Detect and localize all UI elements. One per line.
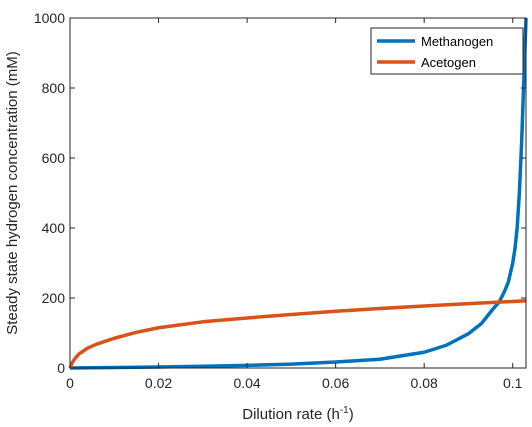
series-layer xyxy=(68,17,528,370)
x-axis-label-superscript: -1 xyxy=(340,405,349,416)
legend-label-methanogen: Methanogen xyxy=(421,34,493,49)
x-tick-label: 0.02 xyxy=(145,375,172,391)
y-tick-label: 0 xyxy=(57,360,65,376)
y-tick-label: 400 xyxy=(42,220,66,236)
y-tick-label: 600 xyxy=(42,150,66,166)
tick-labels: 0 0.02 0.04 0.06 0.08 0.1 0 200 400 600 800 1000 xyxy=(34,10,523,391)
series-line-acetogen xyxy=(68,299,527,369)
x-axis-label-main: Dilution rate (h xyxy=(242,406,340,423)
x-tick-label: 0 xyxy=(66,375,74,391)
y-axis-label: Steady state hydrogen concentration (mM) xyxy=(4,51,21,334)
plot-area xyxy=(70,18,526,368)
x-axis-label-end: ) xyxy=(349,406,354,423)
plot-background xyxy=(70,18,526,368)
x-tick-label: 0.1 xyxy=(503,375,523,391)
x-tick-label: 0.08 xyxy=(411,375,438,391)
y-tick-label: 200 xyxy=(42,290,66,306)
axes xyxy=(69,17,527,369)
legend-box xyxy=(370,27,524,75)
axes-box xyxy=(69,17,527,369)
legend: Methanogen Acetogen xyxy=(370,27,524,75)
legend-label-acetogen: Acetogen xyxy=(421,55,476,70)
x-tick-label: 0.06 xyxy=(322,375,349,391)
x-tick-label: 0.04 xyxy=(233,375,260,391)
y-tick-label: 1000 xyxy=(34,10,65,26)
series-line-methanogen xyxy=(69,17,528,370)
y-tick-label: 800 xyxy=(42,80,66,96)
x-axis-label: Dilution rate (h-1) xyxy=(242,405,353,423)
